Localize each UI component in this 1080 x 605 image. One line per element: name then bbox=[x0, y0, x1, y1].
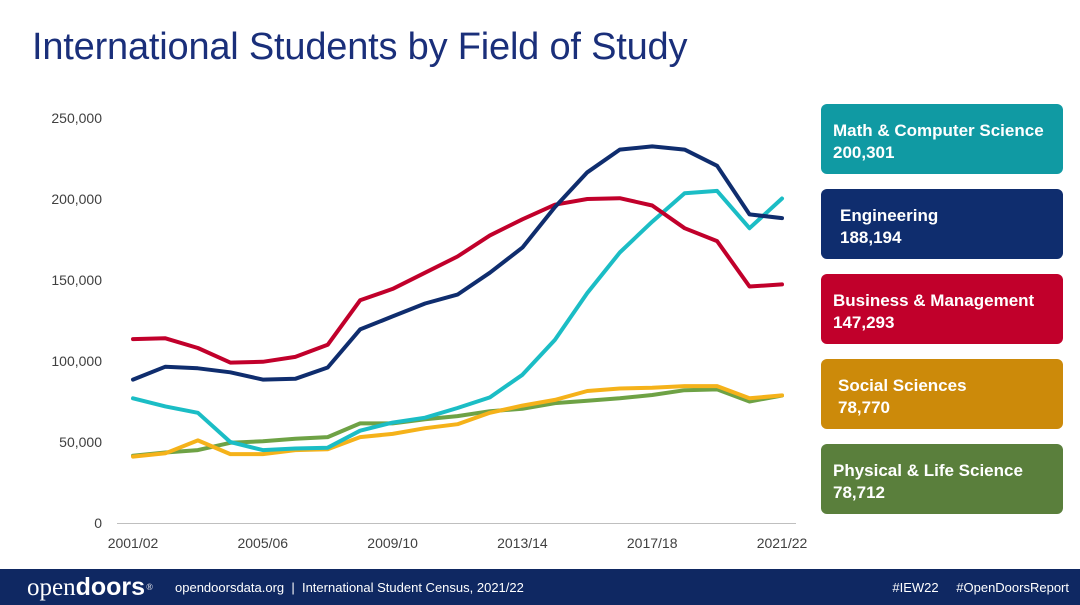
x-tick-label: 2005/06 bbox=[237, 535, 288, 551]
hashtag-iew: #IEW22 bbox=[892, 580, 939, 595]
x-tick-label: 2001/02 bbox=[108, 535, 159, 551]
y-tick-label: 50,000 bbox=[59, 434, 102, 450]
y-axis-tick-labels: 0 50,000 100,000 150,000 200,000 250,000 bbox=[51, 110, 102, 531]
x-tick-label: 2021/22 bbox=[757, 535, 808, 551]
footer-source: opendoorsdata.org | International Studen… bbox=[175, 580, 524, 595]
y-tick-label: 100,000 bbox=[51, 353, 102, 369]
legend-value: 200,301 bbox=[833, 143, 895, 162]
legend-item-engineering: Engineering 188,194 bbox=[821, 189, 1063, 259]
legend-label: Business & Management bbox=[833, 291, 1035, 310]
legend-item-physical-life-science: Physical & Life Science 78,712 bbox=[821, 444, 1063, 514]
hashtag-opendoors: #OpenDoorsReport bbox=[956, 580, 1069, 595]
opendoors-logo: opendoors® bbox=[27, 573, 153, 602]
legend-label: Engineering bbox=[840, 206, 939, 225]
series-line-math-computer-science bbox=[131, 188, 784, 453]
registered-mark: ® bbox=[146, 582, 153, 592]
legend-label: Physical & Life Science bbox=[833, 461, 1023, 480]
legend-value: 147,293 bbox=[833, 313, 895, 332]
legend-value: 188,194 bbox=[840, 228, 902, 247]
y-tick-label: 250,000 bbox=[51, 110, 102, 126]
footer-bar: opendoors® opendoorsdata.org | Internati… bbox=[0, 569, 1080, 605]
y-tick-label: 200,000 bbox=[51, 191, 102, 207]
series-lines bbox=[131, 144, 784, 459]
x-tick-label: 2017/18 bbox=[627, 535, 678, 551]
line-chart: 0 50,000 100,000 150,000 200,000 250,000 2001… bbox=[51, 110, 808, 551]
legend-item-business-management: Business & Management 147,293 bbox=[821, 274, 1063, 344]
series-line-business-management bbox=[131, 196, 784, 365]
series-line-engineering bbox=[131, 144, 784, 382]
page-title: International Students by Field of Study bbox=[32, 26, 688, 68]
series-line-social-sciences bbox=[131, 384, 784, 459]
hashtags: #IEW22 #OpenDoorsReport bbox=[892, 580, 1069, 595]
x-tick-label: 2013/14 bbox=[497, 535, 548, 551]
logo-doors: doors bbox=[75, 573, 146, 601]
y-tick-label: 150,000 bbox=[51, 272, 102, 288]
legend-label: Social Sciences bbox=[838, 376, 967, 395]
series-line-physical-life-science bbox=[131, 387, 784, 458]
y-tick-label: 0 bbox=[94, 515, 102, 531]
legend-label: Math & Computer Science bbox=[833, 121, 1044, 140]
x-tick-label: 2009/10 bbox=[367, 535, 418, 551]
legend-value: 78,770 bbox=[838, 398, 890, 417]
legend-item-social-sciences: Social Sciences 78,770 bbox=[821, 359, 1063, 429]
x-axis-tick-labels: 2001/02 2005/06 2009/10 2013/14 2017/18 2021/… bbox=[108, 535, 808, 551]
legend-item-math-computer-science: Math & Computer Science 200,301 bbox=[821, 104, 1063, 174]
logo-open: open bbox=[27, 574, 76, 601]
legend-value: 78,712 bbox=[833, 483, 885, 502]
